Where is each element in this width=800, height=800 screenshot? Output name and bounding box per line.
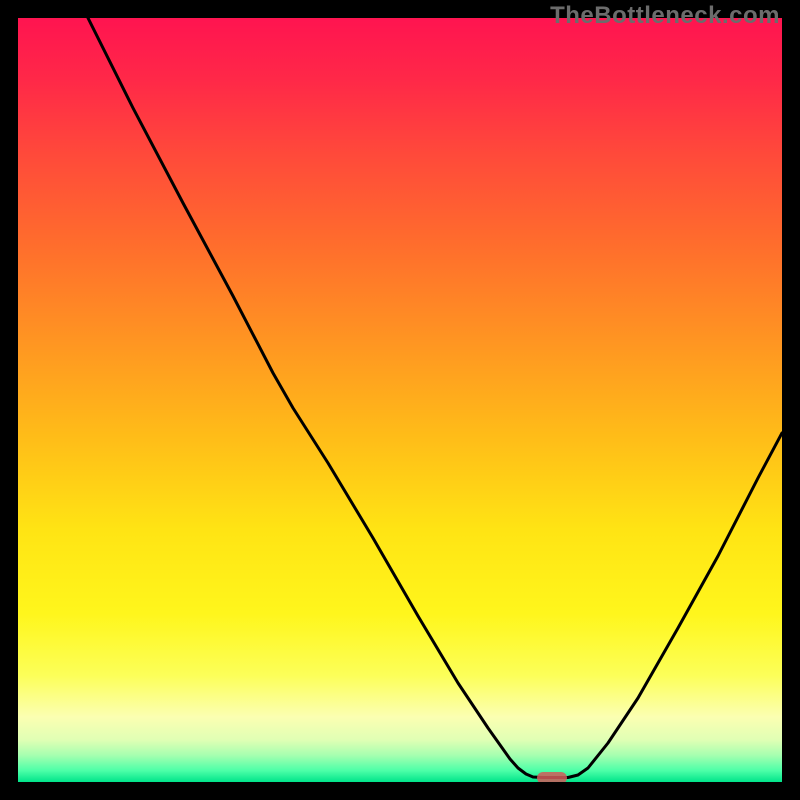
plot-svg (18, 18, 782, 782)
minimum-marker (537, 772, 567, 782)
watermark-text: TheBottleneck.com (550, 2, 780, 30)
plot-area (18, 18, 782, 782)
gradient-background (18, 18, 782, 782)
chart-frame: TheBottleneck.com (0, 0, 800, 800)
